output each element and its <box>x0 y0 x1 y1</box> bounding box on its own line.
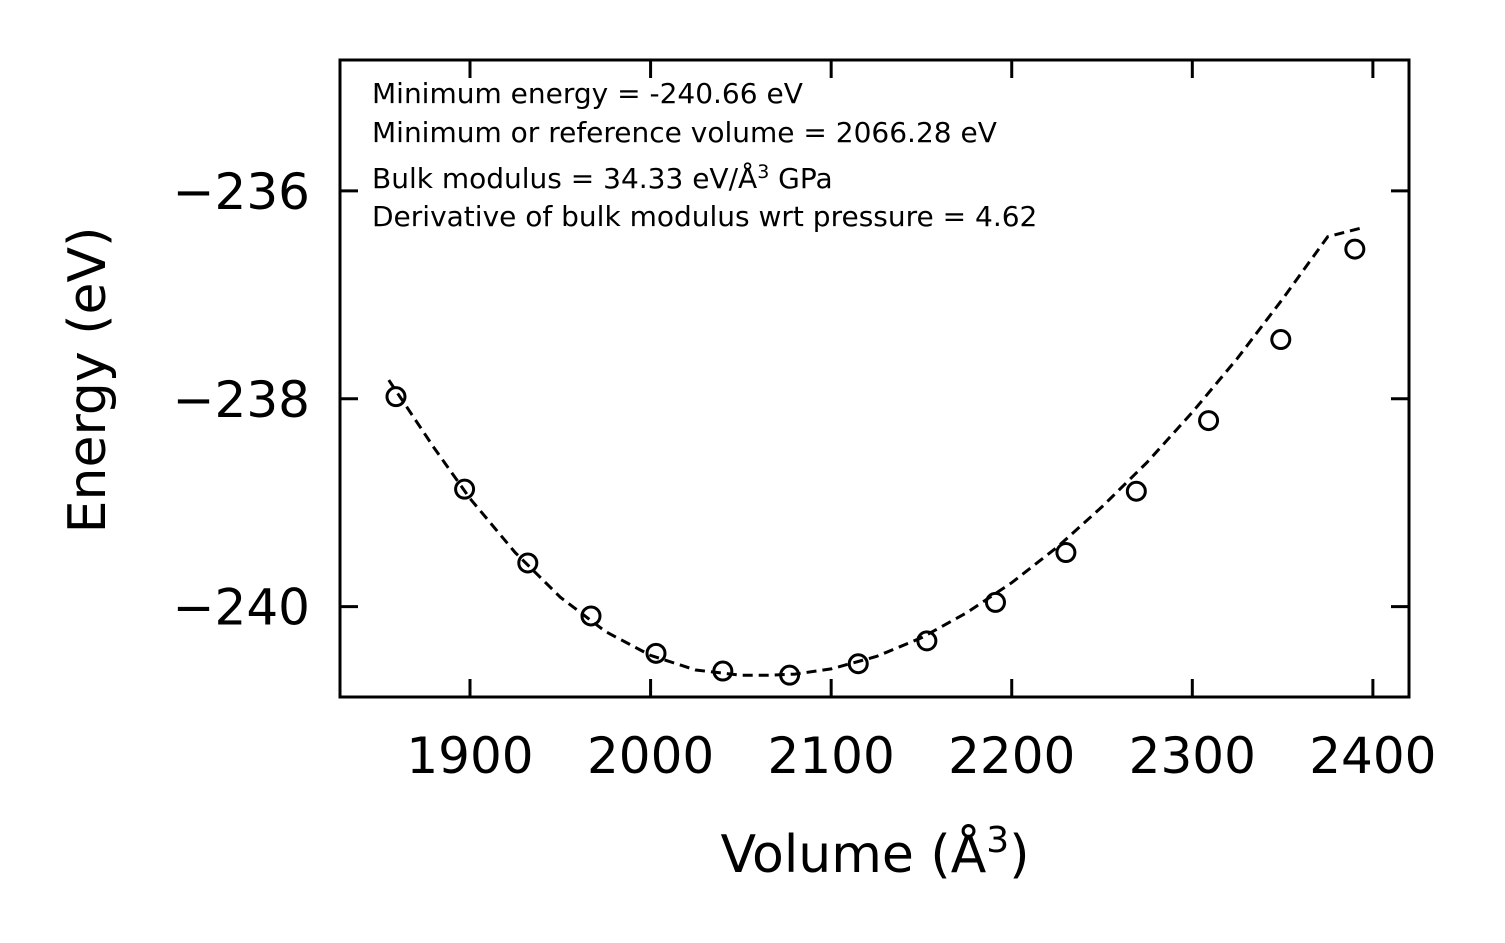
x-axis-title: Volume (Å3) <box>721 820 1030 885</box>
y-tick-label: −238 <box>173 371 310 429</box>
fit-curve <box>387 225 1365 677</box>
data-point <box>984 591 1006 613</box>
data-point <box>1055 542 1077 564</box>
data-point <box>385 386 407 408</box>
annotation-bulk-modulus-sup: 3 <box>757 161 769 183</box>
annotation-derivative: Derivative of bulk modulus wrt pressure … <box>372 200 1037 233</box>
data-points <box>385 238 1366 686</box>
annotation-ref-volume: Minimum or reference volume = 2066.28 eV <box>372 116 997 149</box>
x-tick-label: 2200 <box>948 727 1075 785</box>
x-axis-title-end: ) <box>1009 825 1029 885</box>
data-point <box>645 642 667 664</box>
fit-line <box>387 225 1365 677</box>
x-tick-label: 2000 <box>587 727 714 785</box>
data-point <box>1344 238 1366 260</box>
x-tick-label: 2400 <box>1309 727 1436 785</box>
x-axis-title-text: Volume (Å <box>721 823 987 885</box>
x-tick-label: 2100 <box>768 727 895 785</box>
data-point <box>454 478 476 500</box>
data-point <box>1270 329 1292 351</box>
annotation-bulk-modulus-text: Bulk modulus = 34.33 eV/Å <box>372 161 757 195</box>
data-point <box>712 660 734 682</box>
data-point <box>517 552 539 574</box>
annotation-bulk-modulus-unit: GPa <box>769 162 832 195</box>
ticks: 1900 2000 2100 2200 2300 2400 −240 −238 −236 <box>173 60 1437 785</box>
data-point <box>580 605 602 627</box>
data-point <box>779 664 801 686</box>
plot-frame <box>338 58 1411 699</box>
data-point <box>1198 410 1220 432</box>
y-axis-title: Energy (eV) <box>58 227 118 534</box>
data-point <box>847 653 869 675</box>
data-point <box>1125 480 1147 502</box>
y-tick-label: −236 <box>173 163 310 221</box>
x-axis-title-sup: 3 <box>986 820 1009 861</box>
y-tick-label: −240 <box>173 579 310 637</box>
data-point <box>916 630 938 652</box>
x-tick-label: 1900 <box>406 727 533 785</box>
annotation-min-energy: Minimum energy = -240.66 eV <box>372 77 803 110</box>
x-tick-label: 2300 <box>1129 727 1256 785</box>
annotation-bulk-modulus: Bulk modulus = 34.33 eV/Å3 GPa <box>372 161 833 195</box>
